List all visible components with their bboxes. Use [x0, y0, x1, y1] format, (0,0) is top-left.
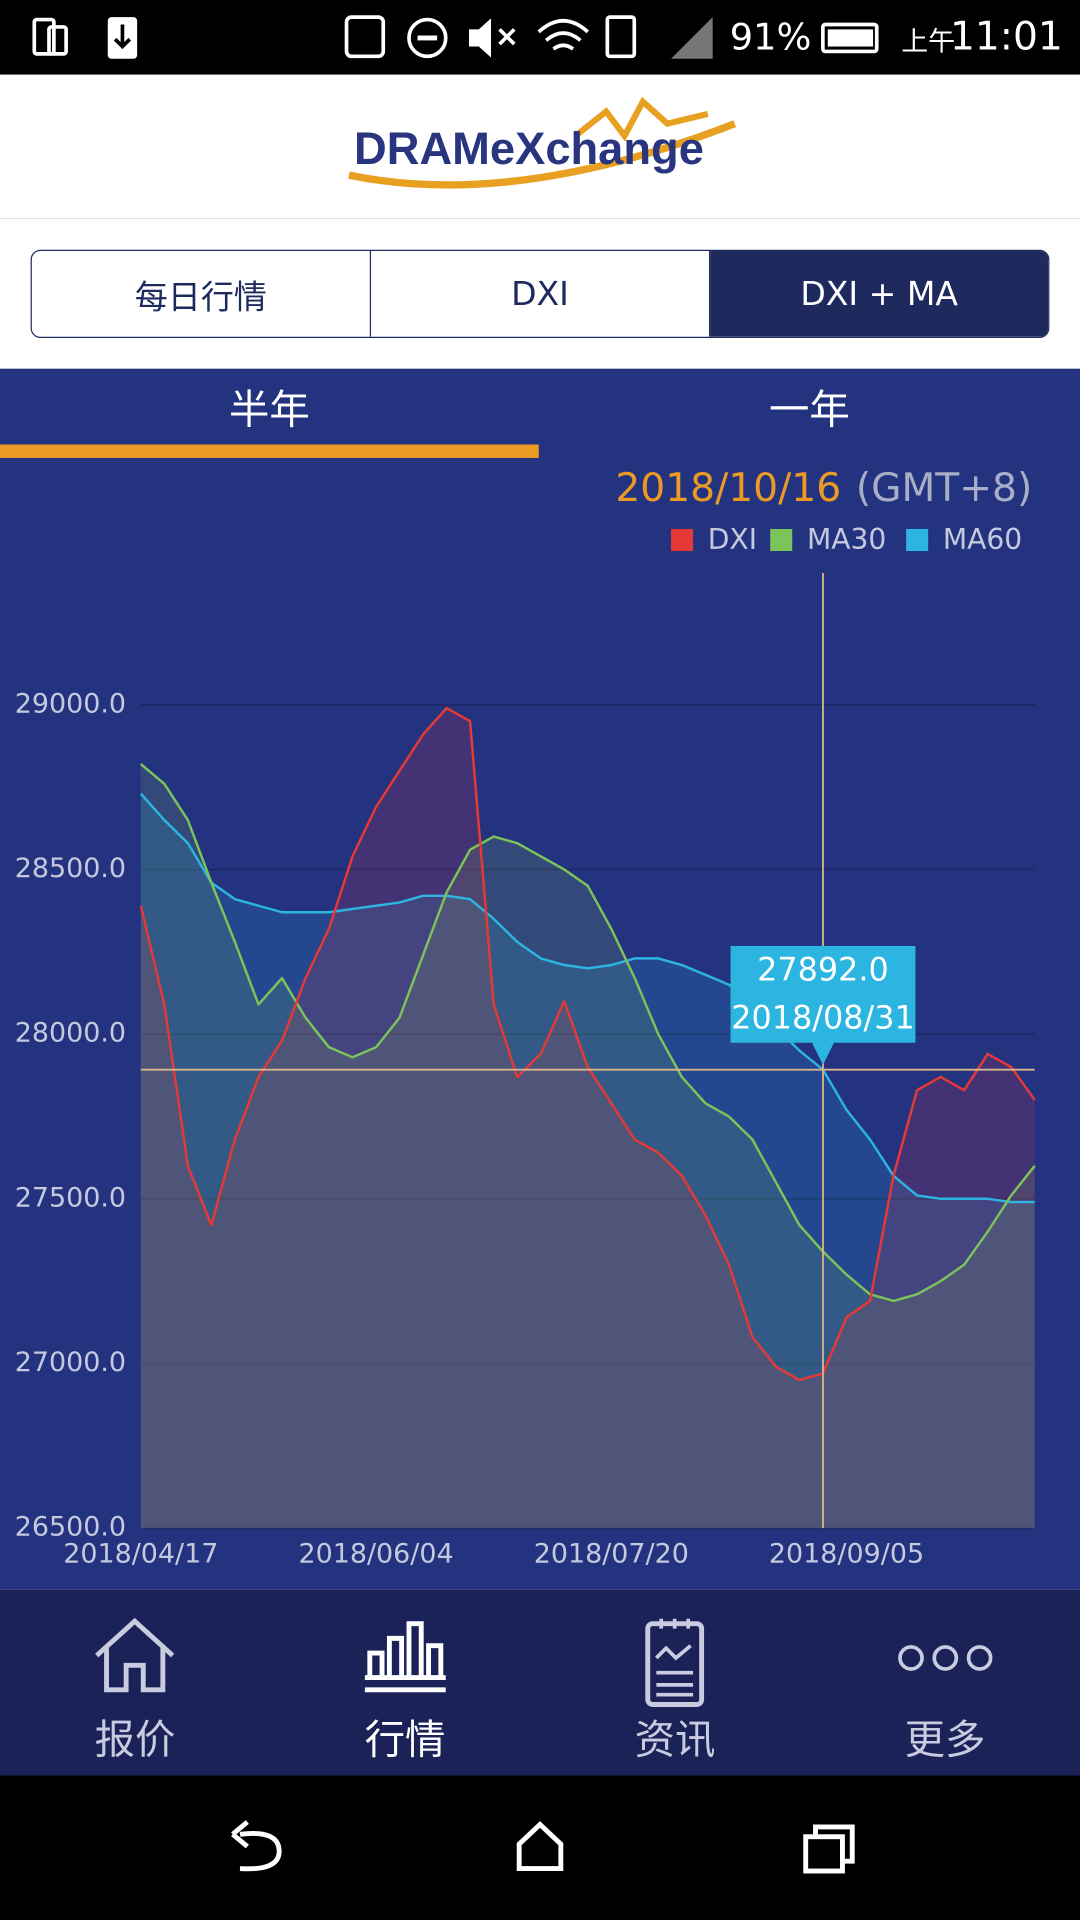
- icon: [47, 25, 68, 56]
- tab-selected[interactable]: DXI + MA: [710, 251, 1049, 337]
- series-area: [140, 708, 1035, 1529]
- timezone: (GMT+8): [856, 465, 1032, 510]
- tab[interactable]: 每日行情: [32, 251, 372, 337]
- icon-home: [95, 1617, 175, 1693]
- nav-label: 资讯: [634, 1715, 716, 1764]
- nav-label: 报价: [94, 1715, 176, 1764]
- app-header: DRAMeXchange: [0, 74, 1080, 220]
- segment-tabs: 每日行情 DXI DXI + MA: [30, 249, 1050, 338]
- series-line: [140, 763, 1036, 1303]
- x-tick-label: 2018/06/04: [298, 1539, 453, 1570]
- tooltip-value: 27892.0: [757, 951, 889, 989]
- legend-label: MA30: [807, 523, 886, 556]
- legend-swatch: [671, 528, 694, 552]
- logo: DRAMeXchange: [348, 96, 737, 189]
- legend-label: MA60: [943, 523, 1022, 556]
- nav-label: 行情: [364, 1715, 446, 1764]
- icon: [32, 17, 56, 56]
- icon-chart: [364, 1621, 446, 1693]
- logo-swoosh: [573, 96, 709, 142]
- tooltip-date: 2018/08/31: [731, 999, 914, 1037]
- range-tab-indicator: [0, 444, 539, 458]
- icon: [344, 15, 386, 59]
- status-icons: 91% 上午 11:01: [32, 15, 1063, 60]
- nav-item[interactable]: 报价: [0, 1589, 270, 1775]
- logo-swoosh: [348, 120, 737, 189]
- icon-more: [897, 1645, 993, 1671]
- chart-date: 2018/10/16 (GMT+8): [615, 465, 1032, 510]
- series-area: [140, 793, 1035, 1529]
- x-tick-label: 2018/07/20: [534, 1539, 689, 1570]
- home-button[interactable]: [516, 1821, 564, 1872]
- clock: 11:01: [950, 15, 1063, 60]
- icon: [407, 17, 448, 59]
- legend-label: DXI: [708, 523, 757, 556]
- icon: [468, 18, 492, 58]
- range-tab[interactable]: 一年: [769, 386, 850, 434]
- recents-button[interactable]: [813, 1824, 855, 1864]
- status-bar: 91% 上午 11:01: [0, 0, 1080, 75]
- icon: [821, 22, 879, 54]
- period-text: 上午: [901, 26, 955, 57]
- system-nav-bar: [0, 1775, 1080, 1920]
- battery-text: 91%: [730, 16, 812, 59]
- icon: [671, 17, 713, 59]
- icon: [417, 35, 438, 41]
- back-button[interactable]: [231, 1820, 282, 1872]
- legend-swatch: [770, 528, 793, 552]
- bottom-nav: 报价 行情 资讯 更多: [0, 1589, 1080, 1776]
- y-tick-label: 28000.0: [15, 1018, 126, 1049]
- nav-item[interactable]: 行情: [270, 1589, 540, 1775]
- icon: [113, 24, 132, 50]
- nav-item[interactable]: 更多: [810, 1589, 1080, 1775]
- nav-label: 更多: [904, 1715, 986, 1764]
- icon: [537, 18, 589, 51]
- x-tick-label: 2018/09/05: [769, 1539, 924, 1570]
- y-tick-label: 29000.0: [15, 688, 126, 719]
- range-tab[interactable]: 半年: [229, 386, 310, 434]
- legend-swatch: [906, 528, 929, 552]
- icon-news: [645, 1618, 705, 1707]
- date: 2018/10/16: [615, 465, 841, 510]
- y-tick-label: 27000.0: [15, 1347, 126, 1378]
- recents-button[interactable]: [803, 1834, 845, 1874]
- system-buttons: [231, 1820, 855, 1874]
- y-tick-label: 26500.0: [15, 1512, 126, 1543]
- x-tick-label: 2018/04/17: [63, 1539, 218, 1570]
- series-area: [140, 764, 1035, 1529]
- series-line: [139, 706, 1036, 1382]
- tab[interactable]: DXI: [371, 251, 711, 337]
- icon: [498, 28, 516, 46]
- nav-item[interactable]: 资讯: [540, 1589, 810, 1775]
- y-tick-label: 27500.0: [15, 1182, 126, 1213]
- chart: 半年 一年 2018/10/16 (GMT+8) 26500.0 27000.0 27…: [0, 368, 1080, 1590]
- series-line: [139, 792, 1035, 1204]
- tooltip-box: [730, 946, 916, 1065]
- icon: [605, 15, 637, 59]
- logo-text: DRAMeXchange: [354, 123, 704, 174]
- y-tick-label: 28500.0: [15, 853, 126, 884]
- icon: [827, 29, 874, 47]
